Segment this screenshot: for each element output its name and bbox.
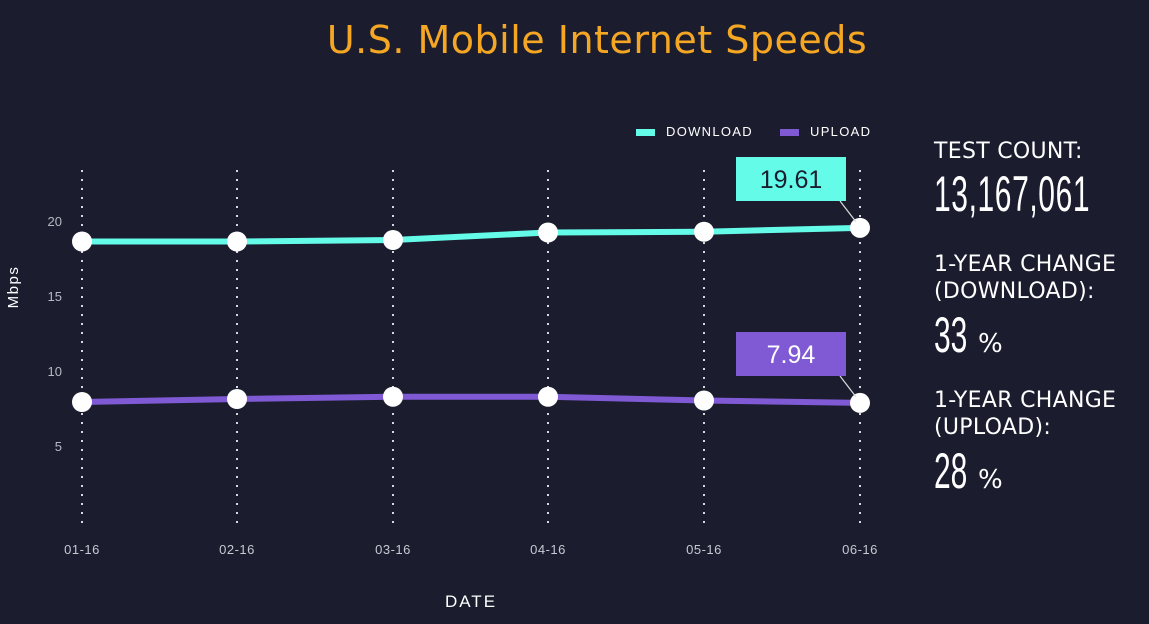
x-tick-label: 01-16 [64,542,100,557]
y-tick-label: 10 [48,364,62,379]
x-tick-label: 03-16 [375,542,411,557]
download-percent-symbol: % [978,329,1003,359]
upload-callout-box [736,332,846,376]
upload-data-point[interactable] [538,386,558,407]
y-tick-label: 20 [48,214,62,229]
x-tick-label: 06-16 [842,542,878,557]
download-callout-leader [839,200,857,223]
download-callout-value: 19.61 [760,166,823,194]
download-change-value: 33 [934,307,968,363]
x-tick-label: 04-16 [530,542,566,557]
upload-change-label-line1: 1-YEAR CHANGE [934,388,1117,413]
upload-change: 28 % [934,443,1149,499]
y-tick-label: 5 [55,439,62,454]
download-data-point[interactable] [850,217,870,238]
download-change-label-line2: (DOWNLOAD): [934,279,1095,304]
download-callout-box [736,157,846,201]
upload-percent-symbol: % [978,465,1003,495]
x-axis-label: DATE [445,592,497,611]
upload-callout-leader [839,375,857,398]
stats-panel: TEST COUNT: 13,167,061 1-YEAR CHANGE (DO… [934,138,1149,499]
line-chart: 5 10 15 20 Mbps 01-16 02-16 03-16 04-16 05-16 06-1… [5,124,878,611]
download-change-label-line1: 1-YEAR CHANGE [934,252,1117,277]
upload-change-label-line2: (UPLOAD): [934,415,1052,440]
upload-data-point[interactable] [72,392,92,412]
upload-data-point[interactable] [694,390,714,411]
y-axis-label: Mbps [5,266,22,309]
upload-data-point[interactable] [850,392,870,413]
upload-data-point[interactable] [227,389,247,409]
legend-swatch-upload [780,129,799,136]
download-data-point[interactable] [383,230,403,250]
download-change: 33 % [934,307,1149,363]
chart-title: U.S. Mobile Internet Speeds [326,18,868,62]
upload-data-point[interactable] [383,386,403,407]
download-line [82,224,861,245]
legend-label-upload[interactable]: UPLOAD [810,124,871,139]
x-tick-label: 02-16 [219,542,255,557]
legend-swatch-download [636,129,655,136]
download-data-point[interactable] [694,221,714,242]
upload-change-label: 1-YEAR CHANGE (UPLOAD): [934,387,1149,441]
download-data-point[interactable] [227,231,247,252]
download-change-label: 1-YEAR CHANGE (DOWNLOAD): [934,251,1149,305]
test-count-value: 13,167,061 [934,166,1091,222]
download-data-point[interactable] [72,231,92,252]
test-count-label: TEST COUNT: [934,139,1083,164]
x-tick-label: 05-16 [686,542,722,557]
upload-line [81,393,861,406]
y-tick-label: 15 [48,289,62,304]
legend-label-download[interactable]: DOWNLOAD [666,124,753,139]
download-data-point[interactable] [538,222,558,243]
upload-change-value: 28 [934,443,968,499]
upload-callout-value: 7.94 [767,341,816,369]
